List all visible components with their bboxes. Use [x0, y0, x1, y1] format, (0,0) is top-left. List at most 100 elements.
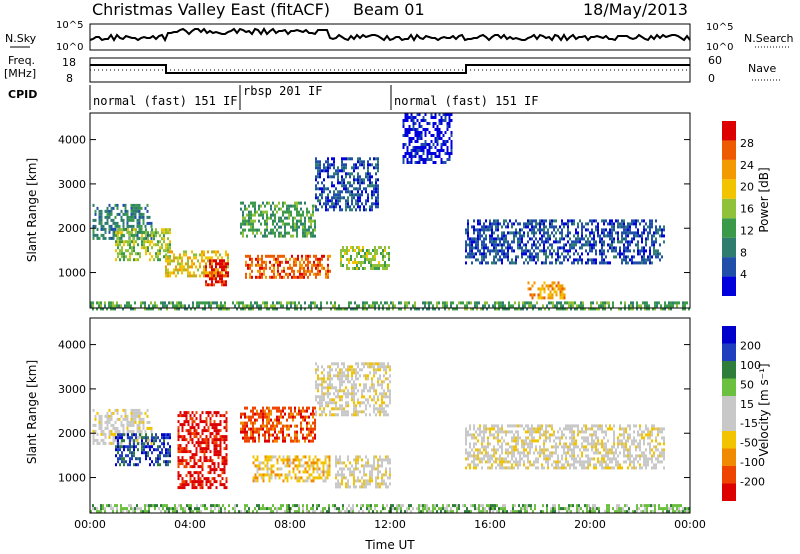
- power-echo-cell: [649, 231, 651, 235]
- velocity-echo-cell: [345, 464, 347, 468]
- power-echo-cell: [135, 252, 137, 256]
- velocity-echo-cell: [315, 413, 317, 417]
- power-echo-cell: [533, 231, 535, 235]
- power-echo-cell: [369, 208, 371, 212]
- power-echo-cell: [438, 119, 441, 122]
- velocity-echo-cell: [306, 421, 308, 425]
- power-echo-cell: [311, 269, 313, 273]
- power-echo-cell: [298, 213, 300, 217]
- power-echo-cell: [384, 267, 386, 270]
- velocity-echo-cell: [163, 445, 165, 449]
- power-echo-cell: [521, 237, 523, 241]
- power-echo-cell: [424, 158, 427, 161]
- power-echo-cell: [529, 219, 531, 223]
- power-echo-cell: [104, 215, 107, 219]
- power-echo-cell: [410, 119, 413, 122]
- velocity-echo-cell: [110, 441, 113, 445]
- power-echo-cell: [258, 304, 260, 308]
- velocity-echo-cell: [321, 386, 323, 390]
- power-echo-cell: [408, 128, 411, 131]
- power-echo-cell: [595, 243, 597, 247]
- power-echo-cell: [126, 301, 128, 305]
- power-echo-cell: [559, 284, 562, 288]
- power-echo-cell: [106, 218, 109, 222]
- power-echo-cell: [416, 128, 419, 131]
- velocity-echo-cell: [187, 411, 190, 415]
- velocity-echo-cell: [296, 430, 298, 434]
- velocity-echo-cell: [225, 486, 228, 490]
- velocity-echo-cell: [324, 470, 327, 474]
- power-echo-cell: [349, 208, 351, 212]
- velocity-echo-cell: [323, 377, 325, 381]
- velocity-echo-cell: [487, 454, 489, 458]
- velocity-echo-cell: [116, 429, 119, 433]
- power-echo-cell: [535, 243, 537, 247]
- power-echo-cell: [577, 258, 579, 262]
- power-echo-cell: [345, 187, 347, 191]
- velocity-echo-cell: [339, 386, 341, 390]
- power-echo-cell: [245, 260, 247, 264]
- power-echo-cell: [386, 252, 388, 255]
- power-echo-cell: [191, 274, 193, 278]
- power-echo-cell: [221, 259, 223, 263]
- power-echo-cell: [420, 143, 423, 146]
- velocity-echo-cell: [207, 429, 210, 433]
- velocity-echo-cell: [177, 429, 180, 433]
- power-echo-cell: [529, 237, 531, 241]
- power-echo-cell: [359, 175, 361, 179]
- velocity-echo-cell: [280, 421, 282, 425]
- power-echo-cell: [375, 172, 377, 176]
- power-echo-cell: [598, 307, 600, 311]
- velocity-echo-cell: [244, 424, 246, 428]
- velocity-echo-cell: [310, 461, 313, 465]
- velocity-echo-cell: [126, 417, 129, 421]
- power-echo-cell: [283, 275, 285, 279]
- power-echo-cell: [543, 249, 545, 253]
- velocity-echo-cell: [353, 395, 355, 399]
- power-echo-cell: [438, 113, 441, 116]
- power-echo-cell: [115, 243, 117, 247]
- power-echo-cell: [250, 216, 252, 220]
- velocity-echo-cell: [363, 395, 365, 399]
- power-echo-cell: [537, 296, 540, 300]
- power-echo-cell: [325, 275, 327, 279]
- velocity-echo-cell: [312, 458, 315, 462]
- power-echo-cell: [245, 254, 247, 258]
- power-echo-cell: [127, 258, 129, 262]
- power-echo-cell: [475, 252, 477, 256]
- power-echo-cell: [525, 225, 527, 229]
- power-echo-cell: [320, 301, 322, 305]
- power-echo-cell: [637, 246, 639, 250]
- power-echo-cell: [259, 269, 261, 273]
- velocity-echo-cell: [357, 479, 359, 483]
- power-echo-cell: [329, 269, 331, 273]
- power-echo-cell: [275, 275, 277, 279]
- velocity-echo-cell: [282, 433, 284, 437]
- velocity-echo-cell: [136, 435, 139, 439]
- power-echo-cell: [127, 249, 129, 253]
- velocity-echo-cell: [221, 471, 224, 475]
- velocity-echo-cell: [308, 464, 311, 468]
- power-echo-cell: [682, 304, 684, 308]
- power-echo-cell: [525, 222, 527, 226]
- power-echo-cell: [629, 258, 631, 262]
- power-echo-cell: [448, 152, 451, 155]
- power-echo-cell: [145, 252, 147, 256]
- velocity-echo-cell: [213, 471, 216, 475]
- power-echo-cell: [420, 137, 423, 140]
- power-echo-cell: [155, 243, 157, 247]
- velocity-echo-cell: [381, 362, 383, 366]
- velocity-echo-cell: [367, 362, 369, 366]
- power-echo-cell: [420, 155, 423, 158]
- power-echo-cell: [375, 166, 377, 170]
- power-echo-cell: [416, 137, 419, 140]
- velocity-echo-cell: [389, 380, 391, 384]
- power-echo-cell: [408, 301, 410, 305]
- velocity-echo-cell: [347, 371, 349, 375]
- power-echo-cell: [495, 219, 497, 223]
- power-echo-cell: [601, 231, 603, 235]
- velocity-echo-cell: [381, 479, 383, 483]
- velocity-echo-cell: [473, 460, 475, 464]
- velocity-echo-cell: [477, 457, 479, 461]
- power-echo-cell: [653, 252, 655, 256]
